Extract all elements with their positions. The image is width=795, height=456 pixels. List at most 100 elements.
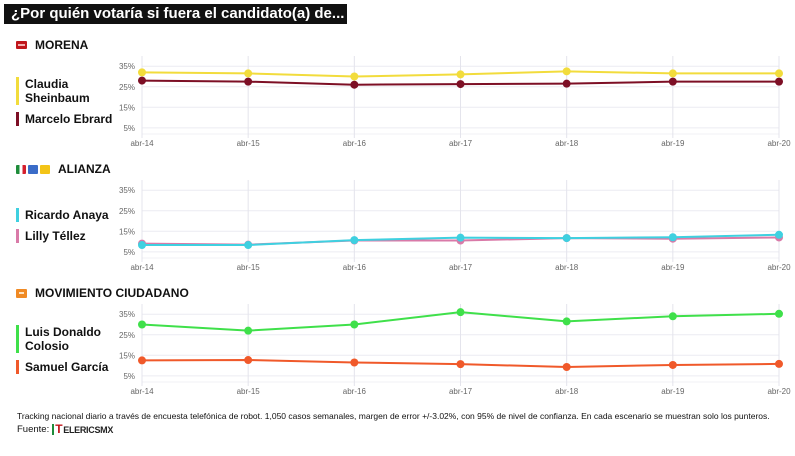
data-point[interactable] <box>562 234 571 243</box>
methodology-note: Tracking nacional diario a través de enc… <box>17 411 770 421</box>
data-point[interactable] <box>244 77 253 86</box>
data-point[interactable] <box>456 308 465 317</box>
x-tick-label: abr-19 <box>661 139 685 148</box>
series-claudia-sheinbaum <box>138 67 783 81</box>
legend-swatch <box>16 208 19 222</box>
data-point[interactable] <box>668 360 677 369</box>
x-tick-label: abr-19 <box>661 387 685 396</box>
x-tick-label: abr-16 <box>343 387 367 396</box>
x-tick-label: abr-16 <box>343 263 367 272</box>
legend-swatch <box>16 77 19 105</box>
data-point[interactable] <box>775 359 783 368</box>
section-header-mc: MOVIMIENTO CIUDADANO <box>16 286 189 300</box>
x-tick-label: abr-17 <box>449 139 473 148</box>
grid: 35% 25% 15% 5% abr-14 abr-15 abr-16 abr-17 abr-1… <box>119 304 791 396</box>
series-ricardo-anaya <box>138 230 783 250</box>
x-tick-label: abr-18 <box>555 139 579 148</box>
logo-mark: T <box>52 423 63 435</box>
source-line: Fuente: T ELERICSMX <box>17 423 113 435</box>
x-tick-label: abr-14 <box>130 263 154 272</box>
page-title: ¿Por quién votaría si fuera el candidato… <box>4 4 358 24</box>
x-tick-label: abr-18 <box>555 387 579 396</box>
legend-swatch <box>16 112 19 126</box>
data-point[interactable] <box>456 233 465 242</box>
y-tick-label: 25% <box>119 331 135 340</box>
data-point[interactable] <box>350 72 359 81</box>
data-point[interactable] <box>562 79 571 88</box>
data-point[interactable] <box>138 68 146 77</box>
x-tick-label: abr-20 <box>767 139 791 148</box>
data-point[interactable] <box>775 69 783 78</box>
legend-swatch <box>16 229 19 243</box>
data-point[interactable] <box>668 233 677 242</box>
x-tick-label: abr-15 <box>237 387 261 396</box>
data-point[interactable] <box>350 236 359 245</box>
data-point[interactable] <box>244 356 253 365</box>
data-point[interactable] <box>244 69 253 78</box>
legend-label: Marcelo Ebrard <box>25 112 113 126</box>
y-tick-label: 15% <box>119 351 135 360</box>
chart-morena: 35% 25% 15% 5% abr-14 abr-15 abr-16 abr-17 abr-1… <box>0 56 795 152</box>
section-title: MORENA <box>35 38 89 52</box>
data-point[interactable] <box>456 360 465 369</box>
data-point[interactable] <box>668 77 677 86</box>
legend-label: Claudia Sheinbaum <box>25 77 90 105</box>
pri-pan-prd-logos-icon <box>16 164 50 174</box>
x-tick-label: abr-15 <box>237 263 261 272</box>
y-tick-label: 35% <box>119 186 135 195</box>
legend-swatch <box>16 325 19 353</box>
y-tick-label: 35% <box>119 62 135 71</box>
x-tick-label: abr-20 <box>767 263 791 272</box>
data-point[interactable] <box>562 363 571 372</box>
data-point[interactable] <box>350 80 359 89</box>
x-tick-label: abr-18 <box>555 263 579 272</box>
grid: 35% 25% 15% 5% abr-14 abr-15 abr-16 abr-17 abr-1… <box>119 56 791 148</box>
pan-logo-icon <box>28 164 38 174</box>
x-tick-label: abr-19 <box>661 263 685 272</box>
telericsmx-logo: T ELERICSMX <box>52 423 113 435</box>
x-tick-label: abr-15 <box>237 139 261 148</box>
data-point[interactable] <box>668 312 677 321</box>
data-point[interactable] <box>775 77 783 86</box>
series-samuel-garcía <box>138 356 783 372</box>
legend-label: Samuel García <box>25 360 109 374</box>
data-point[interactable] <box>668 69 677 78</box>
morena-logo-icon <box>16 41 27 49</box>
data-point[interactable] <box>138 320 146 329</box>
data-point[interactable] <box>350 320 359 329</box>
y-tick-label: 25% <box>119 207 135 216</box>
y-tick-label: 15% <box>119 103 135 112</box>
chart-mc: 35% 25% 15% 5% abr-14 abr-15 abr-16 abr-17 abr-1… <box>0 304 795 400</box>
section-title: MOVIMIENTO CIUDADANO <box>35 286 189 300</box>
chart-alianza: 35% 25% 15% 5% abr-14 abr-15 abr-16 abr-17 abr-1… <box>0 180 795 276</box>
legend-item-ebrard: Marcelo Ebrard <box>16 112 112 126</box>
y-tick-label: 5% <box>123 124 135 133</box>
source-label: Fuente: <box>17 424 50 435</box>
x-tick-label: abr-17 <box>449 387 473 396</box>
legend-item-sheinbaum: Claudia Sheinbaum <box>16 77 115 105</box>
x-tick-label: abr-14 <box>130 387 154 396</box>
x-tick-label: abr-17 <box>449 263 473 272</box>
series-luis-donaldo-colosio <box>138 308 783 335</box>
data-point[interactable] <box>775 230 783 239</box>
data-point[interactable] <box>138 76 146 85</box>
pri-logo-icon <box>16 164 26 174</box>
data-point[interactable] <box>775 309 783 318</box>
data-point[interactable] <box>244 326 253 335</box>
legend-item-colosio: Luis Donaldo Colosio <box>16 325 115 353</box>
data-point[interactable] <box>562 317 571 326</box>
data-point[interactable] <box>244 241 253 250</box>
section-title: ALIANZA <box>58 162 111 176</box>
data-point[interactable] <box>138 356 146 365</box>
data-point[interactable] <box>456 70 465 79</box>
legend-label: Lilly Téllez <box>25 229 86 243</box>
data-point[interactable] <box>456 80 465 89</box>
grid: 35% 25% 15% 5% abr-14 abr-15 abr-16 abr-17 abr-1… <box>119 180 791 272</box>
legend-swatch <box>16 360 19 374</box>
data-point[interactable] <box>350 358 359 367</box>
legend-item-garcia: Samuel García <box>16 360 108 374</box>
x-tick-label: abr-16 <box>343 139 367 148</box>
legend-label: Luis Donaldo Colosio <box>25 325 101 353</box>
data-point[interactable] <box>562 67 571 76</box>
data-point[interactable] <box>138 241 146 250</box>
